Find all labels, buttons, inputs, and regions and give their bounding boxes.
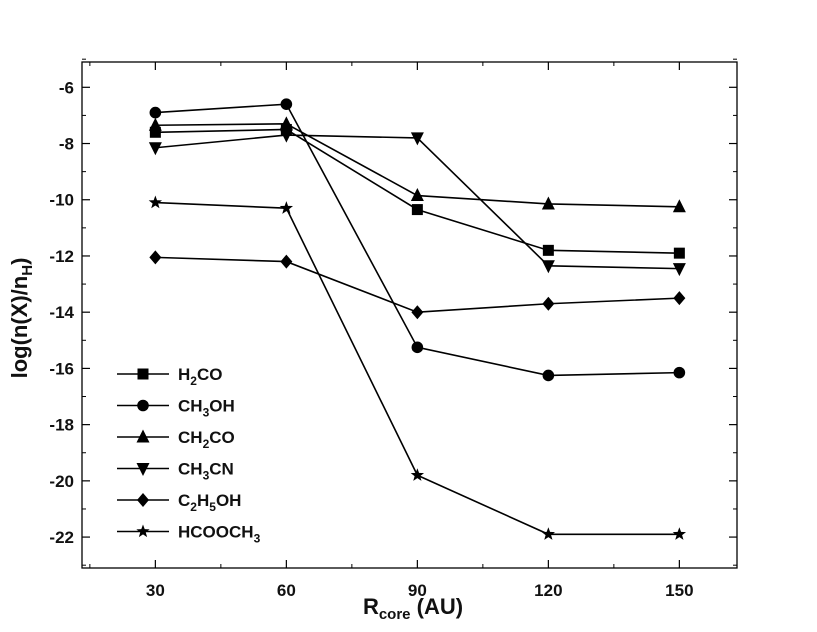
data-point-h2co	[149, 126, 161, 138]
legend-item-ch3oh: CH3OH	[117, 397, 235, 420]
x-tick-label: 150	[665, 581, 693, 600]
series-c2h5oh	[149, 250, 686, 320]
legend-marker	[137, 399, 149, 412]
y-tick-label: -22	[49, 528, 74, 547]
x-tick-label: 90	[408, 581, 427, 600]
series-line-c2h5oh	[155, 256, 680, 313]
data-point-hcooch3	[148, 195, 163, 209]
data-point-ch2co	[672, 199, 686, 213]
data-point-c2h5oh	[542, 296, 555, 311]
series-h2co	[149, 123, 685, 259]
series-ch3oh	[149, 98, 686, 382]
legend-marker	[136, 524, 150, 538]
y-tick-label: -18	[49, 416, 74, 435]
minor-ticks	[82, 58, 737, 568]
x-tick-label: 30	[146, 581, 165, 600]
legend-label: C2H5OH	[178, 491, 241, 514]
y-tick-label: -20	[49, 472, 74, 491]
legend-item-c2h5oh: C2H5OH	[117, 491, 241, 514]
data-point-ch3cn	[279, 129, 293, 143]
x-tick-label: 60	[277, 581, 296, 600]
data-point-hcooch3	[541, 527, 556, 540]
x-axis-ticks: 30 60 90 120 150	[146, 62, 694, 600]
legend-label: CH2CO	[178, 428, 235, 451]
legend-marker	[137, 493, 149, 507]
data-point-c2h5oh	[149, 250, 162, 265]
y-tick-label: -12	[49, 247, 74, 266]
y-tick-label: -14	[49, 303, 74, 322]
data-point-c2h5oh	[673, 291, 686, 306]
series-ch3cn	[148, 129, 686, 277]
data-point-ch3oh	[149, 106, 162, 119]
data-point-h2co	[542, 244, 554, 256]
series-line-ch3cn	[155, 134, 680, 270]
data-point-ch2co	[410, 188, 424, 202]
data-point-ch3oh	[673, 366, 686, 379]
legend-label: CH3CN	[178, 460, 234, 483]
x-axis-title: Rcore (AU)	[363, 594, 463, 623]
data-series	[148, 98, 687, 540]
data-point-ch3cn	[410, 132, 424, 146]
data-point-ch3cn	[148, 142, 162, 156]
y-axis-title: log(n(X)/nH)	[7, 258, 36, 379]
data-point-ch2co	[541, 196, 555, 210]
legend-marker	[136, 429, 150, 443]
y-tick-label: -8	[59, 135, 74, 154]
data-point-ch3cn	[672, 263, 686, 277]
y-tick-label: -6	[59, 78, 74, 97]
plot-border	[81, 61, 738, 569]
data-point-hcooch3	[279, 201, 294, 214]
data-point-ch2co	[279, 116, 293, 130]
plot-frame	[81, 61, 738, 569]
data-point-h2co	[673, 247, 685, 259]
data-point-c2h5oh	[411, 305, 424, 320]
legend-label: CH3OH	[178, 397, 235, 420]
data-point-ch3oh	[542, 369, 555, 382]
legend-marker	[137, 368, 149, 380]
series-ch2co	[148, 116, 686, 213]
y-tick-label: -10	[49, 191, 74, 210]
data-point-ch3oh	[411, 341, 424, 354]
legend-item-h2co: H2CO	[117, 365, 222, 388]
legend-item-ch3cn: CH3CN	[117, 460, 234, 483]
legend-item-ch2co: CH2CO	[117, 428, 235, 451]
data-point-hcooch3	[410, 468, 425, 481]
legend-item-hcooch3: HCOOCH3	[117, 523, 261, 546]
data-point-h2co	[280, 123, 292, 135]
data-point-c2h5oh	[280, 254, 293, 269]
data-point-ch3oh	[280, 98, 293, 110]
y-tick-label: -16	[49, 359, 74, 378]
x-tick-label: 120	[534, 581, 562, 600]
y-axis-ticks: -6 -8 -10 -12 -14 -16 -18 -20 -22	[49, 78, 737, 547]
data-point-hcooch3	[672, 527, 687, 540]
data-point-h2co	[411, 204, 423, 216]
legend: H2CO CH3OH CH2CO CH3CN C2H5OH HCOOCH3	[117, 365, 261, 546]
series-line-hcooch3	[155, 201, 680, 536]
data-point-ch2co	[148, 117, 162, 131]
data-point-ch3cn	[541, 260, 555, 274]
legend-marker	[136, 463, 150, 476]
legend-label: H2CO	[178, 365, 222, 388]
series-hcooch3	[148, 195, 687, 540]
legend-label: HCOOCH3	[178, 523, 261, 546]
